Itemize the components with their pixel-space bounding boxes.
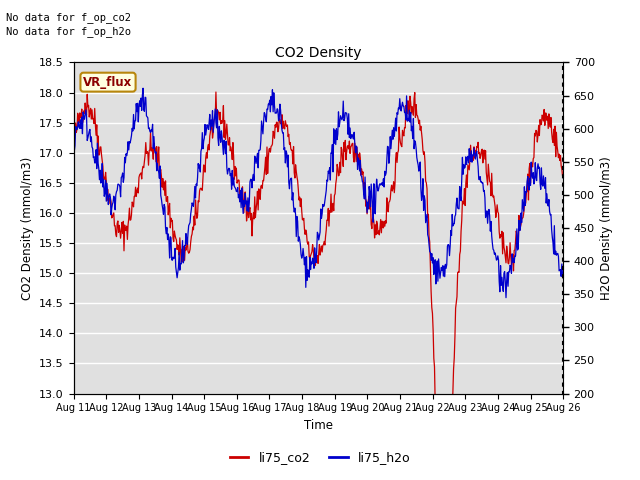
- X-axis label: Time: Time: [304, 419, 333, 432]
- li75_co2: [212, 89, 220, 95]
- Text: No data for f_op_h2o: No data for f_op_h2o: [6, 26, 131, 37]
- Line: li75_h2o: li75_h2o: [74, 88, 563, 298]
- li75_co2: [205, 142, 212, 147]
- li75_h2o: [502, 295, 510, 300]
- li75_h2o: [79, 131, 86, 137]
- li75_h2o: [559, 272, 567, 278]
- li75_co2: [129, 201, 137, 206]
- li75_co2: [179, 259, 186, 264]
- li75_co2: [392, 150, 400, 156]
- li75_h2o: [378, 180, 386, 186]
- Y-axis label: CO2 Density (mmol/m3): CO2 Density (mmol/m3): [20, 156, 33, 300]
- li75_h2o: [140, 85, 147, 91]
- Title: CO2 Density: CO2 Density: [275, 46, 362, 60]
- li75_h2o: [70, 135, 77, 141]
- Legend: li75_co2, li75_h2o: li75_co2, li75_h2o: [225, 446, 415, 469]
- li75_co2: [559, 174, 567, 180]
- Text: No data for f_op_co2: No data for f_op_co2: [6, 12, 131, 23]
- li75_co2: [378, 218, 386, 224]
- li75_co2: [70, 138, 77, 144]
- Y-axis label: H2O Density (mmol/m3): H2O Density (mmol/m3): [600, 156, 613, 300]
- Text: VR_flux: VR_flux: [83, 76, 132, 89]
- li75_co2: [79, 120, 86, 126]
- li75_h2o: [179, 260, 187, 266]
- li75_h2o: [129, 128, 137, 134]
- li75_h2o: [205, 120, 213, 126]
- li75_h2o: [392, 128, 400, 134]
- Line: li75_co2: li75_co2: [74, 92, 563, 480]
